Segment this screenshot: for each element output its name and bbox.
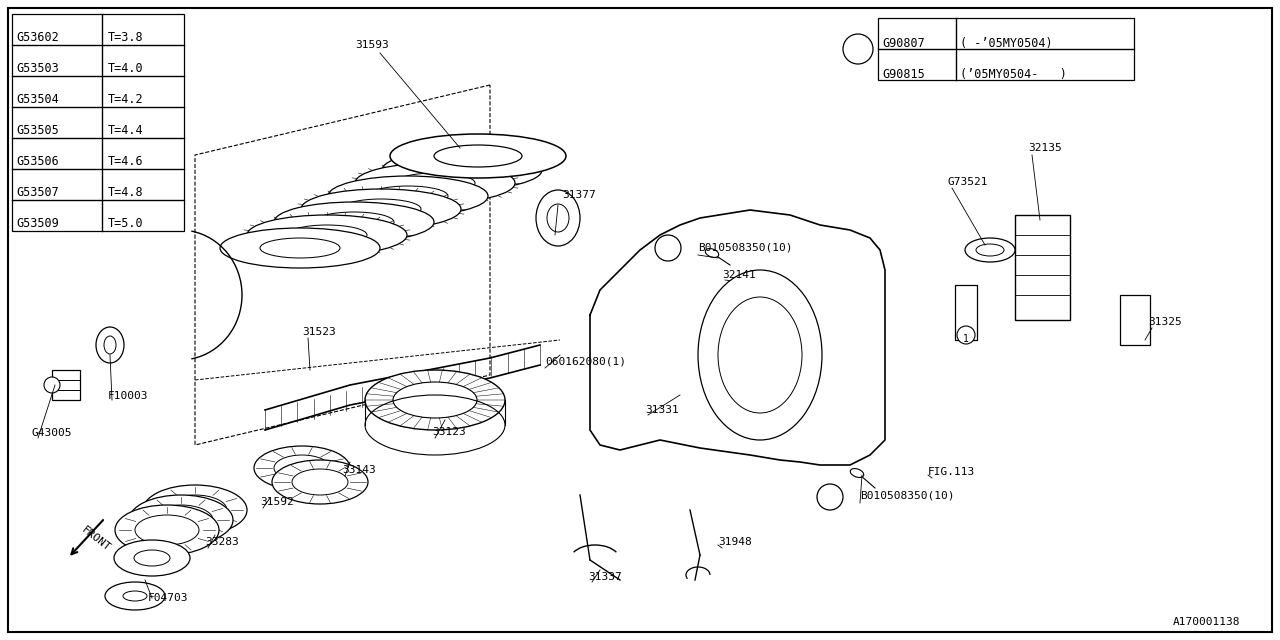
Text: G53509: G53509	[15, 217, 59, 230]
Ellipse shape	[965, 238, 1015, 262]
Text: FRONT: FRONT	[79, 525, 113, 554]
Text: T=4.4: T=4.4	[108, 124, 143, 137]
Polygon shape	[590, 210, 884, 465]
Text: B: B	[827, 497, 833, 507]
Ellipse shape	[115, 505, 219, 555]
Ellipse shape	[765, 280, 781, 292]
Text: T=4.8: T=4.8	[108, 186, 143, 199]
Text: T=4.6: T=4.6	[108, 155, 143, 168]
Ellipse shape	[114, 540, 189, 576]
Ellipse shape	[274, 202, 434, 242]
Text: G53505: G53505	[15, 124, 59, 137]
Text: G53503: G53503	[15, 62, 59, 75]
Ellipse shape	[355, 163, 515, 203]
Ellipse shape	[44, 377, 60, 393]
Bar	[1015, 215, 1070, 320]
Text: G90815: G90815	[882, 68, 924, 81]
Text: 1: 1	[855, 49, 861, 59]
Circle shape	[957, 326, 975, 344]
Ellipse shape	[390, 134, 566, 178]
Text: (’05MY0504-   ): (’05MY0504- )	[960, 68, 1066, 81]
Text: 31523: 31523	[302, 327, 335, 337]
Ellipse shape	[301, 189, 461, 229]
Text: 1: 1	[963, 334, 969, 344]
Text: G43005: G43005	[32, 428, 73, 438]
Text: 31593: 31593	[355, 40, 389, 50]
Text: F10003: F10003	[108, 391, 148, 401]
Ellipse shape	[381, 150, 541, 190]
Circle shape	[817, 484, 844, 510]
Ellipse shape	[247, 215, 407, 255]
Text: 33123: 33123	[433, 427, 466, 437]
Text: B010508350(10): B010508350(10)	[860, 491, 955, 501]
Ellipse shape	[328, 176, 488, 216]
Text: T=5.0: T=5.0	[108, 217, 143, 230]
Text: G53507: G53507	[15, 186, 59, 199]
Text: 32135: 32135	[1028, 143, 1061, 153]
Ellipse shape	[253, 446, 349, 490]
Ellipse shape	[536, 190, 580, 246]
Ellipse shape	[220, 228, 380, 268]
Ellipse shape	[850, 468, 864, 477]
Text: G90807: G90807	[882, 36, 924, 50]
Bar	[878, 18, 1134, 80]
Ellipse shape	[705, 248, 718, 257]
Text: A170001138: A170001138	[1172, 617, 1240, 627]
Bar	[955, 285, 977, 340]
Ellipse shape	[143, 485, 247, 535]
Text: G53506: G53506	[15, 155, 59, 168]
Text: 31331: 31331	[645, 405, 678, 415]
Bar	[1120, 295, 1149, 345]
Text: T=3.8: T=3.8	[108, 31, 143, 44]
Text: 31377: 31377	[562, 190, 595, 200]
Text: FIG.113: FIG.113	[928, 467, 975, 477]
Text: ( -’05MY0504): ( -’05MY0504)	[960, 36, 1052, 50]
Text: T=4.2: T=4.2	[108, 93, 143, 106]
Ellipse shape	[96, 327, 124, 363]
Ellipse shape	[365, 370, 506, 430]
Text: 31325: 31325	[1148, 317, 1181, 327]
Text: T=4.0: T=4.0	[108, 62, 143, 75]
Text: 31948: 31948	[718, 537, 751, 547]
Text: G73521: G73521	[948, 177, 988, 187]
Text: 060162080(1): 060162080(1)	[545, 357, 626, 367]
Ellipse shape	[698, 270, 822, 440]
Text: F04703: F04703	[148, 593, 188, 603]
Text: B: B	[664, 248, 671, 258]
Ellipse shape	[105, 582, 165, 610]
Circle shape	[655, 235, 681, 261]
Text: 32141: 32141	[722, 270, 755, 280]
Text: 31592: 31592	[260, 497, 293, 507]
Text: G53602: G53602	[15, 31, 59, 44]
Text: 31337: 31337	[588, 572, 622, 582]
Text: 33283: 33283	[205, 537, 239, 547]
Text: G53504: G53504	[15, 93, 59, 106]
Ellipse shape	[129, 495, 233, 545]
Text: 33143: 33143	[342, 465, 376, 475]
Circle shape	[844, 34, 873, 64]
Bar	[12, 14, 184, 231]
Text: B010508350(10): B010508350(10)	[698, 243, 792, 253]
Bar	[52, 370, 79, 400]
Ellipse shape	[273, 460, 369, 504]
